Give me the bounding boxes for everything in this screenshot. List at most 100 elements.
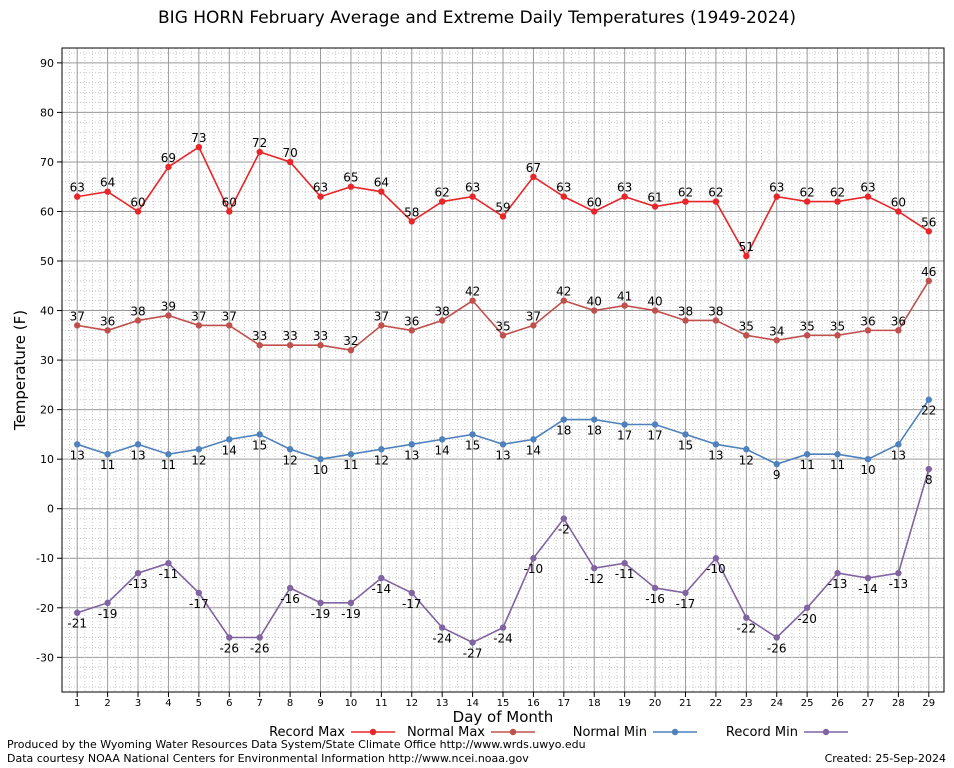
record-min-data-label: -16 [645,592,665,606]
normal-max-data-label: 38 [130,304,145,318]
record-min-point [347,599,355,607]
normal-min-data-label: 17 [647,428,662,442]
chart-grid [62,48,944,692]
record-min-point [134,569,142,577]
record-min-point [925,465,932,473]
y-tick-label: 30 [40,354,54,367]
normal-min-data-label: 11 [343,458,358,472]
normal-min-point [317,455,324,463]
normal-max-data-label: 38 [435,304,450,318]
record-max-point [226,208,233,215]
record-min-point [712,555,720,562]
record-min-data-label: -19 [341,607,361,621]
record-max-point [408,218,415,225]
record-max-point [621,193,628,200]
normal-min-point [347,451,355,458]
normal-min-point [712,441,720,448]
record-max-data-label: 67 [526,161,541,175]
normal-max-data-label: 46 [921,265,936,279]
normal-max-data-label: 36 [404,314,419,328]
record-min-point [195,589,203,597]
legend: Record Max Normal Max Normal Min Record Min [269,725,848,740]
normal-min-point [499,441,507,448]
normal-max-data-label: 37 [70,309,85,323]
normal-min-data-label: 12 [739,453,754,467]
normal-min-data-label: 14 [222,443,237,457]
series-layer: 63 64 60 69 73 60 72 70 63 65 64 58 62 63 59 67 63 60 63 61… [67,131,936,660]
x-tick-label: 22 [710,698,723,709]
normal-min-point [864,455,872,463]
record-min-data-label: -19 [98,607,118,621]
x-tick-label: 8 [287,698,293,709]
record-max-data-label: 62 [435,186,450,200]
normal-max-data-label: 37 [526,309,541,323]
record-min-point [682,589,689,597]
normal-min-point [256,431,263,438]
normal-min-point [165,451,172,458]
normal-min-data-label: 12 [282,453,297,467]
record-max-point [74,193,81,200]
record-min-data-label: -19 [311,607,331,621]
normal-max-point [499,332,507,339]
y-tick-label: 10 [40,453,54,466]
record-max-point [499,213,507,220]
record-max-data-label: 60 [587,195,602,209]
y-tick-label: -10 [36,552,54,565]
record-max-point [165,163,172,171]
record-min-point [469,639,476,646]
record-min-point [256,634,263,641]
normal-min-point [591,416,598,423]
normal-max-point [773,337,780,344]
normal-max-point [560,297,568,304]
record-min-data-label: -14 [858,582,878,596]
record-max-point [347,183,355,190]
record-min-point [438,624,446,631]
normal-max-data-label: 42 [465,285,480,299]
normal-max-point [134,317,142,324]
normal-min-point [195,446,203,453]
record-max-point [104,188,111,195]
normal-max-data-label: 33 [282,329,297,343]
record-min-data-label: -10 [706,562,726,576]
normal-min-point [134,441,142,448]
record-max-data-label: 73 [191,131,206,145]
normal-min-data-label: 10 [313,463,328,477]
record-min-data-label: -13 [128,577,148,591]
y-tick-label: 70 [40,156,54,169]
record-min-data-label: -13 [889,577,909,591]
record-max-point [682,198,689,205]
record-max-data-label: 69 [161,151,176,165]
record-max-point [712,198,720,205]
normal-max-point [317,342,324,349]
normal-min-point [438,436,446,443]
y-tick-label: -30 [36,651,54,664]
x-tick-label: 29 [922,698,935,709]
legend-label-normal-max: Normal Max [407,725,485,740]
y-tick-label: 80 [40,106,54,119]
normal-max-point [438,317,446,324]
record-min-data-label: -11 [159,567,179,581]
record-max-point [560,193,568,200]
record-min-data-label: -24 [493,632,513,646]
normal-max-data-label: 36 [100,314,115,328]
normal-max-point [104,327,111,334]
record-max-data-label: 62 [678,186,693,200]
x-tick-label: 10 [345,698,358,709]
normal-max-point [256,342,263,349]
normal-max-data-label: 34 [769,324,784,338]
normal-min-data-label: 13 [404,448,419,462]
normal-max-data-label: 37 [191,309,206,323]
normal-min-data-label: 11 [830,458,845,472]
normal-min-point [925,396,932,403]
normal-max-data-label: 38 [708,304,723,318]
record-min-data-label: -14 [372,582,392,596]
normal-max-data-label: 37 [374,309,389,323]
x-tick-label: 26 [831,698,844,709]
normal-max-point [378,322,385,329]
normal-min-point [895,441,902,448]
record-max-data-label: 61 [647,191,662,205]
normal-min-point [469,431,476,438]
record-min-point [104,599,111,607]
normal-max-data-label: 40 [587,295,602,309]
normal-min-data-label: 15 [678,438,693,452]
